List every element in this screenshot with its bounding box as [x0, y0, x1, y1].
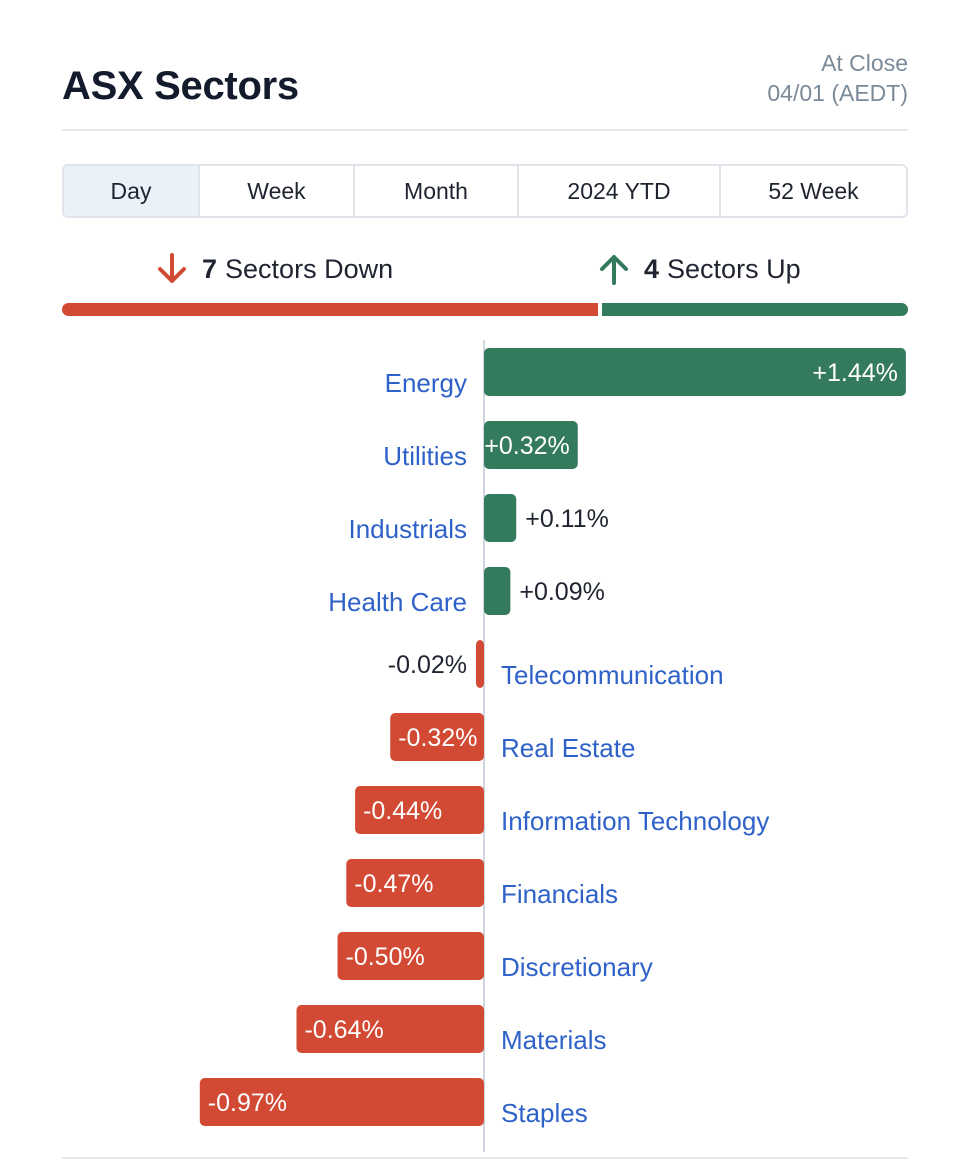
tab-52-week[interactable]: 52 Week	[768, 177, 859, 204]
sector-link-financials[interactable]: Financials	[501, 879, 618, 909]
value-label-information-technology: -0.44%	[363, 797, 442, 825]
arrow-down-icon	[158, 253, 186, 283]
sectors-up-summary: 4 Sectors Up	[598, 252, 801, 286]
bar-real-estate[interactable]	[390, 713, 484, 761]
value-label-utilities: +0.32%	[484, 432, 570, 460]
bar-industrials[interactable]	[484, 494, 517, 542]
arrow-up-icon	[600, 255, 628, 285]
sector-link-staples[interactable]: Staples	[501, 1098, 588, 1128]
sectors-down-summary: 7 Sectors Down	[156, 252, 393, 286]
decline-segment	[62, 303, 598, 316]
tab-month[interactable]: Month	[355, 166, 519, 216]
value-label-staples: -0.97%	[208, 1089, 287, 1117]
bar-utilities[interactable]	[484, 421, 578, 469]
bar-information-technology[interactable]	[355, 786, 484, 834]
as-of-date: 04/01 (AEDT)	[767, 80, 908, 106]
bar-discretionary[interactable]	[337, 932, 485, 980]
value-label-health-care: +0.09%	[519, 578, 605, 606]
bar-financials[interactable]	[346, 859, 484, 907]
value-label-industrials: +0.11%	[525, 505, 609, 533]
sectors-up-label: Sectors Up	[667, 253, 801, 284]
tab-2024-ytd[interactable]: 2024 YTD	[519, 166, 721, 216]
sector-link-materials[interactable]: Materials	[501, 1025, 606, 1055]
header-divider	[62, 129, 908, 131]
sector-link-utilities[interactable]: Utilities	[383, 441, 467, 471]
sector-link-industrials[interactable]: Industrials	[349, 514, 468, 544]
bar-materials[interactable]	[296, 1005, 484, 1053]
value-label-telecommunication: -0.02%	[388, 651, 467, 679]
sector-link-health-care[interactable]: Health Care	[328, 587, 467, 617]
value-label-discretionary: -0.50%	[346, 943, 425, 971]
bar-telecommunication[interactable]	[476, 640, 484, 688]
as-of-block: At Close 04/01 (AEDT)	[767, 48, 908, 108]
bar-staples[interactable]	[199, 1078, 485, 1126]
footer-divider	[62, 1157, 908, 1159]
sectors-down-label: Sectors Down	[225, 253, 394, 284]
sectors-down-count: 7	[202, 253, 218, 284]
advance-segment	[602, 303, 908, 316]
sector-link-energy[interactable]: Energy	[385, 368, 467, 398]
bar-energy[interactable]	[484, 348, 906, 396]
sector-link-discretionary[interactable]: Discretionary	[501, 952, 653, 982]
advance-decline-bar	[62, 303, 908, 316]
sector-link-telecommunication[interactable]: Telecommunication	[501, 660, 724, 690]
sector-link-information-technology[interactable]: Information Technology	[501, 806, 769, 836]
tab-week[interactable]: Week	[200, 166, 355, 216]
market-status: At Close	[821, 50, 908, 76]
sector-link-real-estate[interactable]: Real Estate	[501, 733, 635, 763]
page-title: ASX Sectors	[62, 64, 299, 108]
period-tabs: Day Week Month 2024 YTD 52 Week	[62, 164, 908, 218]
sectors-up-count: 4	[644, 253, 660, 284]
tab-day[interactable]: Day	[64, 166, 200, 216]
value-label-materials: -0.64%	[304, 1016, 383, 1044]
bar-health-care[interactable]	[484, 567, 511, 615]
value-label-real-estate: -0.32%	[398, 724, 477, 752]
value-label-financials: -0.47%	[354, 870, 433, 898]
value-label-energy: +1.44%	[812, 359, 898, 387]
sector-chart: +1.44% Energy +0.32% Utilities +0.11% Industr…	[199, 340, 906, 1152]
